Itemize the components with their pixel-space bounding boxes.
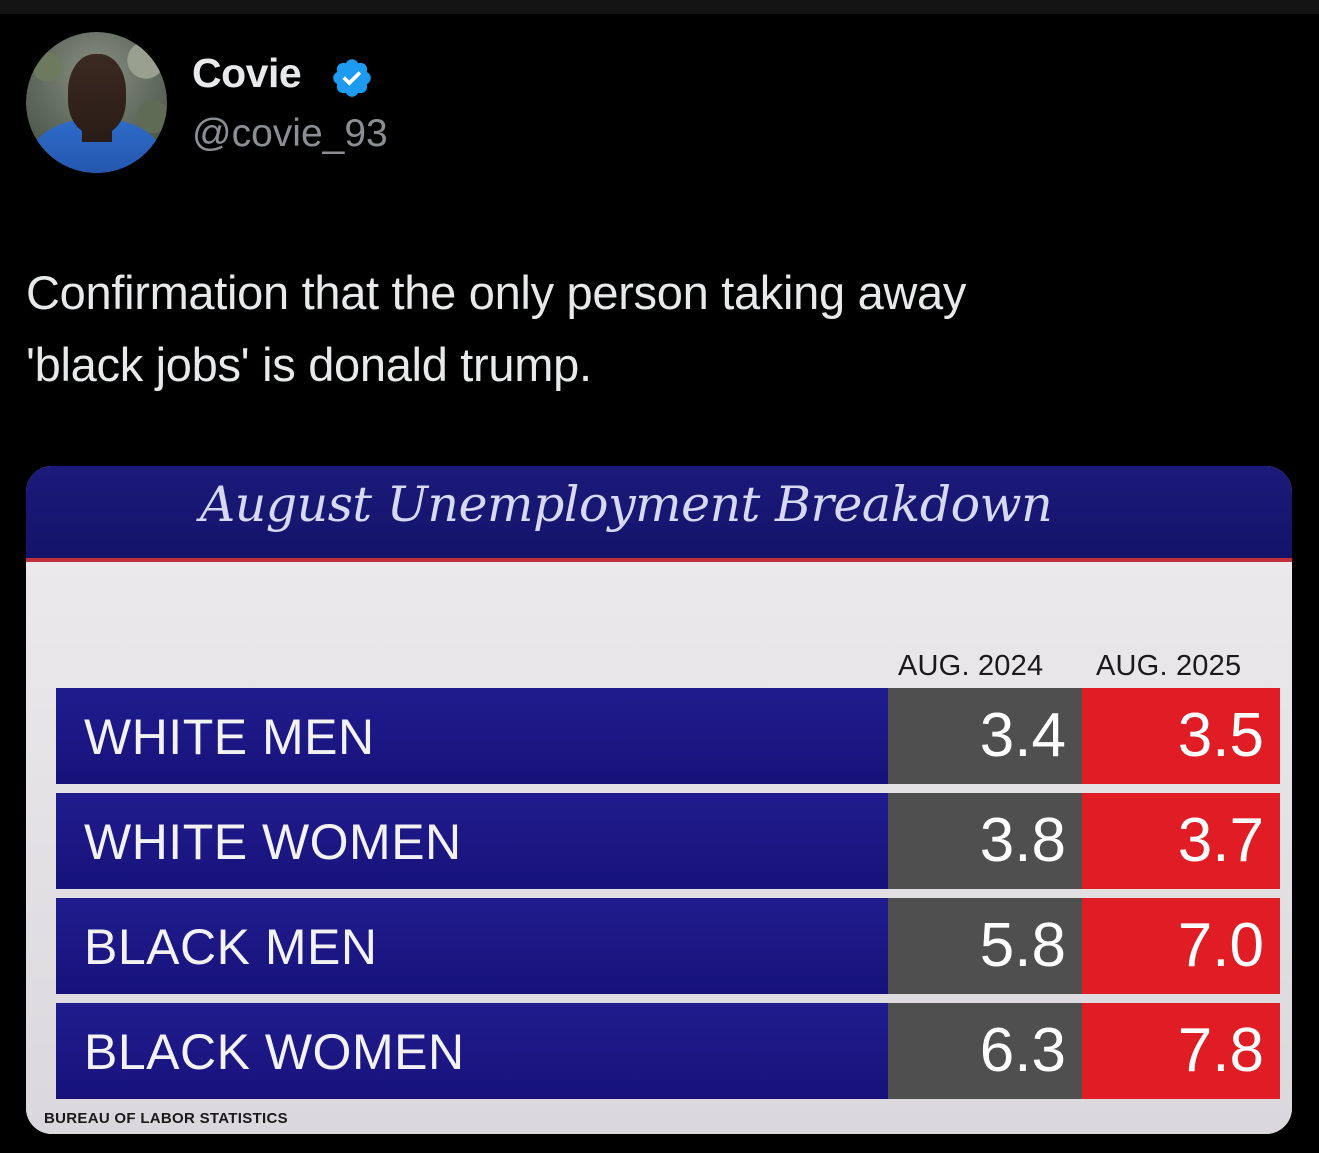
display-name[interactable]: Covie — [192, 50, 302, 96]
avatar-face — [68, 54, 126, 134]
value-2025: 7.0 — [1177, 911, 1264, 980]
row-label-cell: BLACK WOMEN — [56, 1003, 888, 1099]
chart-title: August Unemployment Breakdown — [199, 476, 1053, 533]
tweet-text-line-1: Confirmation that the only person taking… — [26, 266, 967, 319]
row-label: WHITE WOMEN — [84, 814, 462, 870]
tweet-text-line-2: 'black jobs' is donald trump. — [26, 338, 592, 391]
value-2025: 7.8 — [1177, 1016, 1264, 1085]
source-note: BUREAU OF LABOR STATISTICS — [44, 1110, 288, 1127]
row-label-cell: WHITE WOMEN — [56, 793, 888, 889]
value-cell-2025: 3.5 — [1082, 688, 1280, 784]
row-label-cell: BLACK MEN — [56, 898, 888, 994]
table-row: WHITE WOMEN 3.8 3.7 — [56, 793, 1280, 889]
value-2024: 3.8 — [979, 806, 1066, 875]
value-cell-2025: 3.7 — [1082, 793, 1280, 889]
value-2024: 6.3 — [979, 1016, 1066, 1085]
row-label: WHITE MEN — [84, 709, 375, 765]
value-2024: 3.4 — [979, 701, 1066, 770]
column-header-aug-2024: AUG. 2024 — [898, 650, 1044, 682]
value-cell-2024: 3.4 — [888, 688, 1082, 784]
value-cell-2024: 6.3 — [888, 1003, 1082, 1099]
chart-title-bar: August Unemployment Breakdown — [26, 466, 1292, 562]
row-label-cell: WHITE MEN — [56, 688, 888, 784]
value-cell-2025: 7.8 — [1082, 1003, 1280, 1099]
row-label: BLACK WOMEN — [84, 1024, 465, 1080]
value-2025: 3.7 — [1177, 806, 1264, 875]
tweet-media-image[interactable]: August Unemployment Breakdown AUG. 2024 … — [26, 466, 1292, 1134]
value-cell-2025: 7.0 — [1082, 898, 1280, 994]
avatar[interactable] — [26, 32, 167, 173]
table-row: WHITE MEN 3.4 3.5 — [56, 688, 1280, 784]
value-cell-2024: 3.8 — [888, 793, 1082, 889]
value-2024: 5.8 — [979, 911, 1066, 980]
user-handle[interactable]: @covie_93 — [192, 112, 388, 155]
column-header-aug-2025: AUG. 2025 — [1096, 650, 1242, 682]
tweet-text: Confirmation that the only person taking… — [26, 257, 1286, 401]
value-cell-2024: 5.8 — [888, 898, 1082, 994]
table-row: BLACK WOMEN 6.3 7.8 — [56, 1003, 1280, 1099]
row-label: BLACK MEN — [84, 919, 378, 975]
value-2025: 3.5 — [1177, 701, 1264, 770]
verified-badge-icon — [333, 59, 371, 97]
top-bar — [0, 0, 1319, 14]
table-row: BLACK MEN 5.8 7.0 — [56, 898, 1280, 994]
